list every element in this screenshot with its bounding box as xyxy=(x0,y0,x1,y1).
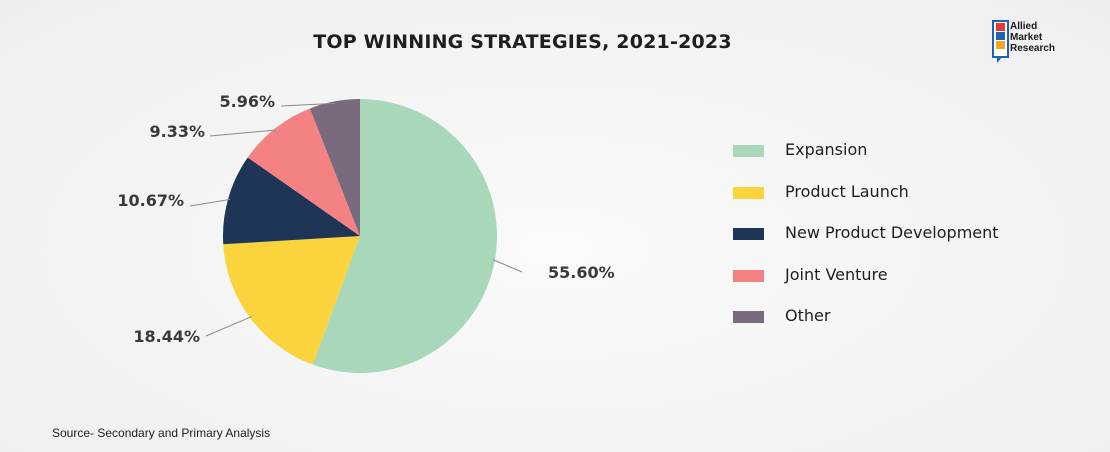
logo-text-line-2: Market xyxy=(1010,32,1043,43)
legend-swatch-expansion xyxy=(733,145,764,157)
source-note: Source- Secondary and Primary Analysis xyxy=(52,426,271,440)
data-label-product-launch: 18.44% xyxy=(133,327,200,346)
data-label-joint-venture: 9.33% xyxy=(149,122,205,141)
logo-text-line-3: Research xyxy=(1010,43,1056,54)
logo-square-orange xyxy=(996,41,1005,49)
pie-slice-new-product-development xyxy=(223,157,360,245)
allied-market-research-logo: Allied Market Research xyxy=(990,18,1080,66)
leader-line-new-product-development xyxy=(189,198,231,207)
data-label-expansion: 55.60% xyxy=(548,263,615,282)
legend-label-new-product-development: New Product Development xyxy=(785,223,999,242)
leader-line-expansion xyxy=(492,259,523,273)
logo-square-red xyxy=(996,23,1005,31)
pie-slice-joint-venture xyxy=(247,108,360,236)
legend-label-joint-venture: Joint Venture xyxy=(785,264,888,284)
chart-title: TOP WINNING STRATEGIES, 2021-2023 xyxy=(313,31,732,53)
pie-slice-product-launch xyxy=(223,236,360,365)
legend-swatch-new-product-development xyxy=(733,228,764,240)
leader-line-product-launch xyxy=(205,316,252,337)
leader-line-other xyxy=(280,102,335,107)
legend-label-product-launch: Product Launch xyxy=(785,181,909,201)
legend-label-expansion: Expansion xyxy=(785,140,868,159)
pie-slice-expansion xyxy=(312,99,497,373)
legend-label-other: Other xyxy=(785,306,831,325)
legend-swatch-joint-venture xyxy=(733,269,764,282)
legend-swatch-product-launch xyxy=(733,186,764,199)
leader-line-joint-venture xyxy=(209,129,277,137)
logo-text-line-1: Allied xyxy=(1010,21,1038,32)
logo-tail xyxy=(997,56,1003,63)
data-label-other: 5.96% xyxy=(219,92,275,111)
logo-square-blue xyxy=(996,32,1005,40)
pie-slice-other xyxy=(309,99,360,236)
legend-swatch-other xyxy=(733,311,764,323)
data-label-new-product-development: 10.67% xyxy=(117,191,184,210)
